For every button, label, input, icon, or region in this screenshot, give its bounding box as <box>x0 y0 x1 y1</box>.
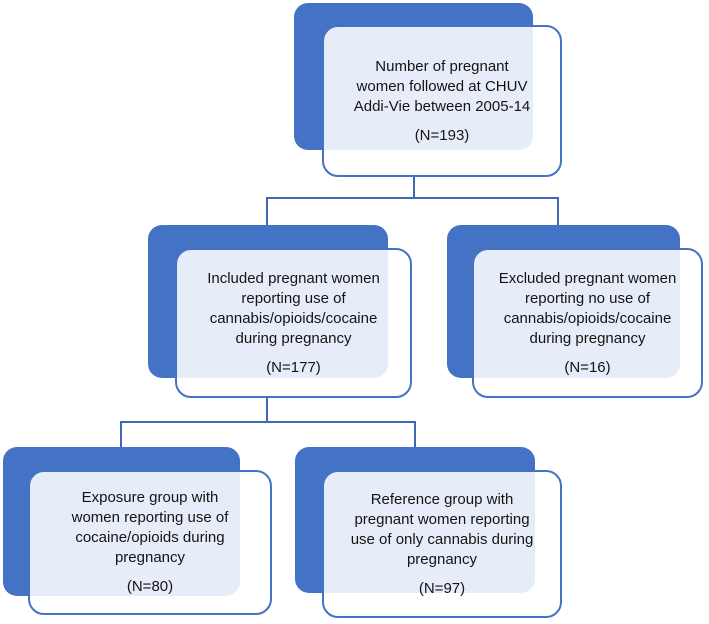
connector-line-level3-horizontal <box>120 421 416 423</box>
node-included-label: Included pregnant women reporting use of… <box>207 269 380 347</box>
connector-line-included-down <box>266 398 268 423</box>
node-exposure-box: Exposure group with women reporting use … <box>28 470 272 615</box>
connector-line-to-excluded <box>557 197 559 227</box>
connector-line-to-reference <box>414 421 416 449</box>
node-exposure-count: (N=80) <box>126 578 174 595</box>
node-reference-box: Reference group with pregnant women repo… <box>322 470 562 618</box>
node-included-box: Included pregnant women reporting use of… <box>175 248 412 398</box>
node-total-count: (N=193) <box>414 126 470 144</box>
node-reference-count: (N=97) <box>418 579 466 597</box>
connector-line-total-down <box>413 177 415 199</box>
node-total-label: Number of pregnant women followed at CHU… <box>353 57 531 115</box>
node-exposure-label: Exposure group with women reporting use … <box>71 489 229 566</box>
node-included-count: (N=177) <box>266 358 321 376</box>
node-reference-label: Reference group with pregnant women repo… <box>350 490 534 568</box>
node-excluded-box: Excluded pregnant women reporting no use… <box>472 248 703 398</box>
connector-line-level2-horizontal <box>266 197 559 199</box>
connector-line-to-exposure <box>120 421 122 449</box>
node-excluded-label: Excluded pregnant women reporting no use… <box>498 269 677 347</box>
node-total-box: Number of pregnant women followed at CHU… <box>322 25 562 177</box>
connector-line-to-included <box>266 197 268 227</box>
node-excluded-count: (N=16) <box>564 358 611 376</box>
